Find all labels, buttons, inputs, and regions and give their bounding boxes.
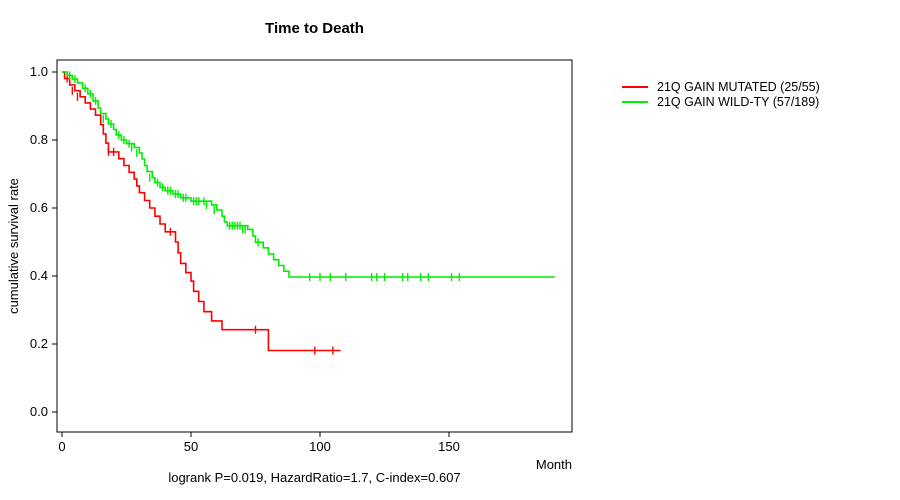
- legend-item-mutated: 21Q GAIN MUTATED (25/55): [622, 79, 820, 94]
- statistics-caption: logrank P=0.019, HazardRatio=1.7, C-inde…: [168, 470, 461, 485]
- svg-text:1.0: 1.0: [30, 64, 48, 79]
- svg-text:100: 100: [309, 439, 331, 454]
- x-axis-label: Month: [535, 457, 572, 472]
- svg-text:0.6: 0.6: [30, 200, 48, 215]
- legend-swatch-wildtype: [622, 100, 648, 103]
- chart-title: Time to Death: [265, 20, 364, 37]
- svg-text:0.8: 0.8: [30, 132, 48, 147]
- svg-text:50: 50: [184, 439, 198, 454]
- legend-label-mutated: 21Q GAIN MUTATED (25/55): [657, 79, 820, 94]
- legend-swatch-mutated: [622, 85, 648, 88]
- svg-text:0.4: 0.4: [30, 268, 48, 283]
- legend-item-wildtype: 21Q GAIN WILD-TY (57/189): [622, 94, 820, 109]
- legend: 21Q GAIN MUTATED (25/55) 21Q GAIN WILD-T…: [622, 79, 820, 109]
- legend-label-wildtype: 21Q GAIN WILD-TY (57/189): [657, 94, 820, 109]
- svg-text:0: 0: [58, 439, 65, 454]
- svg-text:150: 150: [438, 439, 460, 454]
- svg-text:0.2: 0.2: [30, 336, 48, 351]
- svg-text:0.0: 0.0: [30, 404, 48, 419]
